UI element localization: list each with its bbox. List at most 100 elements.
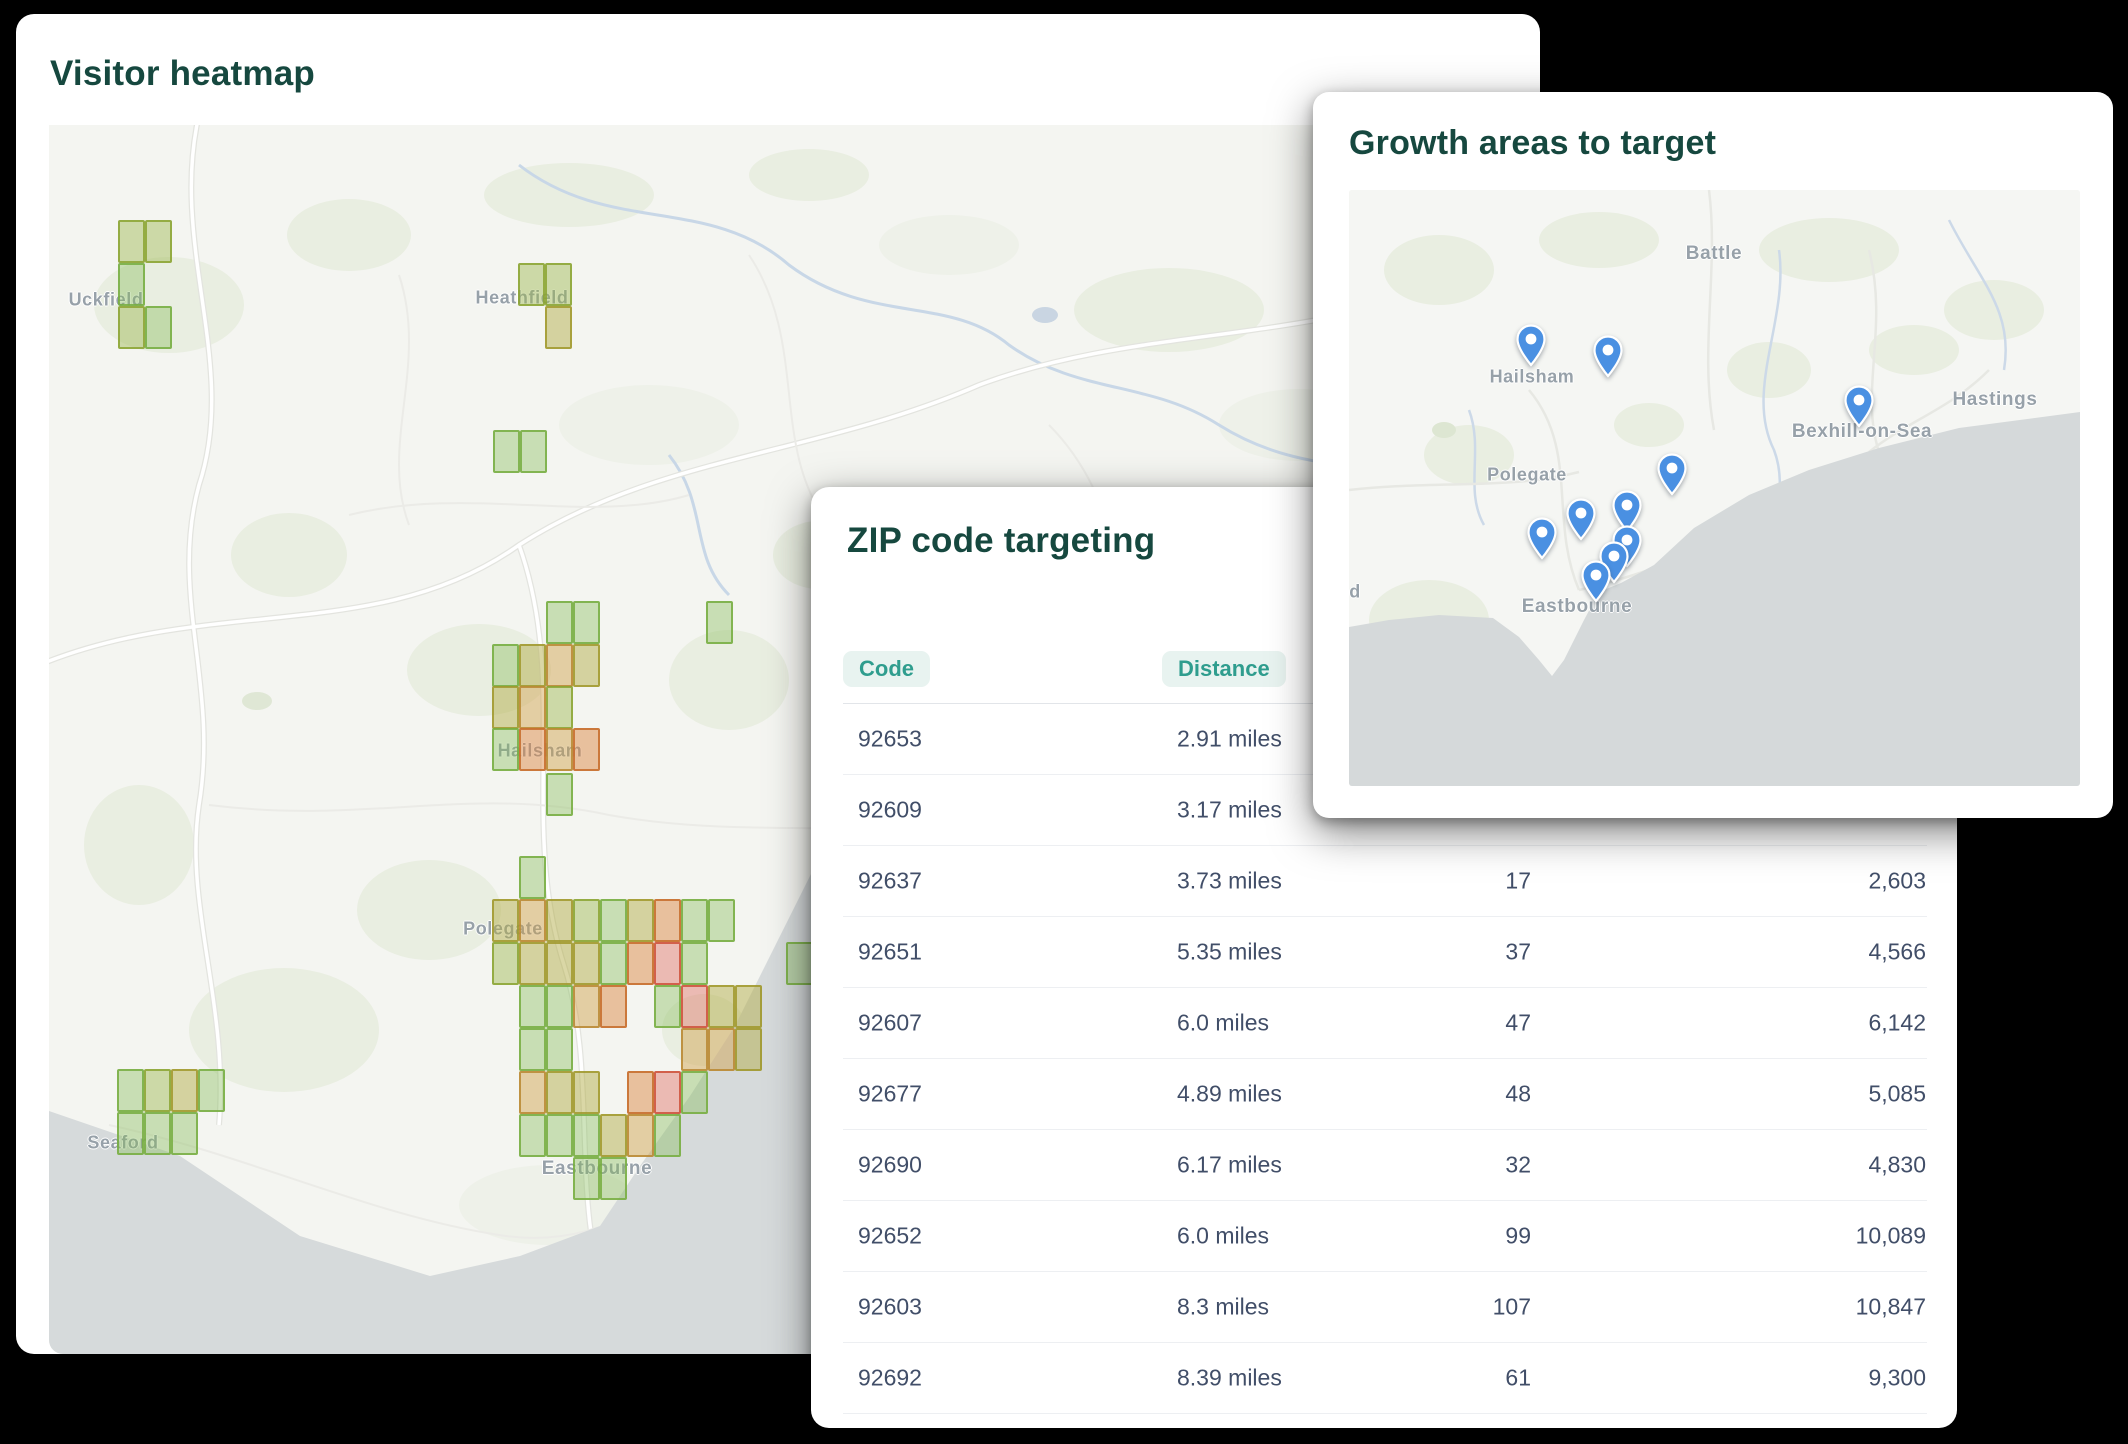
- map-pin[interactable]: [1516, 324, 1546, 368]
- distance-cell: 3.73 miles: [1177, 867, 1282, 894]
- heatmap-cell: [627, 1114, 654, 1157]
- map-label-bexhill-on-sea: Bexhill-on-Sea: [1791, 421, 1933, 442]
- heatmap-cell: [117, 1112, 144, 1155]
- heatmap-cell: [518, 263, 545, 306]
- heatmap-cell-layer: [49, 125, 1511, 1354]
- heatmap-cell: [600, 1114, 627, 1157]
- heatmap-cell: [519, 942, 546, 985]
- growth-areas-title: Growth areas to target: [1349, 124, 1717, 162]
- heatmap-cell: [118, 306, 145, 349]
- heatmap-cell: [519, 1114, 546, 1157]
- heatmap-cell: [171, 1069, 198, 1112]
- zip-targeting-title: ZIP code targeting: [847, 521, 1156, 560]
- heatmap-cell: [117, 1069, 144, 1112]
- total-cell: 5,085: [1868, 1080, 1926, 1107]
- heatmap-cell: [144, 1112, 171, 1155]
- heatmap-cell: [708, 1028, 735, 1071]
- total-cell: 9,300: [1868, 1364, 1926, 1391]
- count-cell: 37: [1505, 938, 1531, 965]
- total-cell: 10,847: [1855, 1293, 1926, 1320]
- heatmap-cell: [654, 1071, 681, 1114]
- heatmap-cell: [546, 773, 573, 816]
- heatmap-cell: [519, 985, 546, 1028]
- heatmap-cell: [145, 306, 172, 349]
- heatmap-cell: [546, 644, 573, 687]
- heatmap-cell: [545, 263, 572, 306]
- heatmap-cell: [493, 430, 520, 473]
- heatmap-cell: [145, 220, 172, 263]
- heatmap-cell: [519, 728, 546, 771]
- total-cell: 4,830: [1868, 1151, 1926, 1178]
- table-row: 92692 8.39 miles 61 9,300: [843, 1343, 1927, 1414]
- map-pin[interactable]: [1566, 498, 1596, 542]
- map-label-battle: Battle: [1685, 243, 1743, 264]
- growth-areas-map[interactable]: Battle Hailsham Hastings Bexhill-on-Sea Pole…: [1349, 190, 2080, 786]
- table-row: 92637 3.73 miles 17 2,603: [843, 846, 1927, 917]
- zip-code-cell: 92609: [858, 796, 922, 823]
- distance-cell: 8.3 miles: [1177, 1293, 1270, 1320]
- distance-cell: 6.0 miles: [1177, 1222, 1270, 1249]
- zip-code-cell: 92692: [858, 1364, 922, 1391]
- heatmap-cell: [519, 899, 546, 942]
- growth-label-layer: Battle Hailsham Hastings Bexhill-on-Sea Pole…: [1349, 190, 2080, 786]
- zip-code-cell: 92637: [858, 867, 922, 894]
- zip-code-cell: 92677: [858, 1080, 922, 1107]
- map-pin[interactable]: [1581, 560, 1611, 604]
- table-row: 92651 5.35 miles 37 4,566: [843, 917, 1927, 988]
- heatmap-cell: [654, 899, 681, 942]
- heatmap-cell: [681, 942, 708, 985]
- heatmap-cell: [198, 1069, 225, 1112]
- heatmap-cell: [118, 263, 145, 306]
- count-cell: 99: [1505, 1222, 1531, 1249]
- count-cell: 17: [1505, 867, 1531, 894]
- distance-cell: 3.17 miles: [1177, 796, 1282, 823]
- total-cell: 10,089: [1855, 1222, 1926, 1249]
- total-cell: 4,566: [1868, 938, 1926, 965]
- map-label-eastbourne: Eastbourne: [1521, 596, 1633, 617]
- heatmap-cell: [573, 1071, 600, 1114]
- growth-areas-card: Growth areas to target: [1313, 92, 2113, 818]
- heatmap-cell: [573, 899, 600, 942]
- heatmap-cell: [546, 686, 573, 729]
- heatmap-cell: [735, 985, 762, 1028]
- zip-table-header: Code Distance: [811, 651, 1957, 687]
- heatmap-cell: [573, 644, 600, 687]
- zip-code-cell: 92651: [858, 938, 922, 965]
- column-header-code[interactable]: Code: [843, 651, 930, 687]
- column-header-distance[interactable]: Distance: [1162, 651, 1286, 687]
- growth-basemap-art: [1349, 190, 2080, 786]
- map-pin[interactable]: [1527, 517, 1557, 561]
- heatmap-cell: [708, 985, 735, 1028]
- map-pin[interactable]: [1844, 385, 1874, 429]
- map-label-polegate: Polegate: [1487, 464, 1567, 485]
- heatmap-cell: [520, 430, 547, 473]
- zip-code-cell: 92653: [858, 725, 922, 752]
- heatmap-cell: [573, 728, 600, 771]
- heatmap-cell: [144, 1069, 171, 1112]
- heatmap-cell: [546, 899, 573, 942]
- heatmap-cell: [492, 728, 519, 771]
- map-label-d: d: [1349, 581, 1361, 602]
- count-cell: 48: [1505, 1080, 1531, 1107]
- map-pin[interactable]: [1657, 453, 1687, 497]
- heatmap-cell: [546, 728, 573, 771]
- table-row: 92690 6.17 miles 32 4,830: [843, 1130, 1927, 1201]
- zip-code-cell: 92607: [858, 1009, 922, 1036]
- distance-cell: 5.35 miles: [1177, 938, 1282, 965]
- heatmap-cell: [600, 985, 627, 1028]
- distance-cell: 6.0 miles: [1177, 1009, 1270, 1036]
- heatmap-cell: [546, 985, 573, 1028]
- heatmap-cell: [492, 686, 519, 729]
- heatmap-cell: [627, 899, 654, 942]
- heatmap-cell: [546, 1028, 573, 1071]
- table-row: 92603 8.3 miles 107 10,847: [843, 1272, 1927, 1343]
- map-pin[interactable]: [1612, 490, 1642, 534]
- heatmap-cell: [519, 1028, 546, 1071]
- count-cell: 61: [1505, 1364, 1531, 1391]
- map-pin[interactable]: [1593, 335, 1623, 379]
- heatmap-cell: [706, 601, 733, 644]
- zip-code-cell: 92603: [858, 1293, 922, 1320]
- heatmap-cell: [654, 942, 681, 985]
- heatmap-cell: [600, 1157, 627, 1200]
